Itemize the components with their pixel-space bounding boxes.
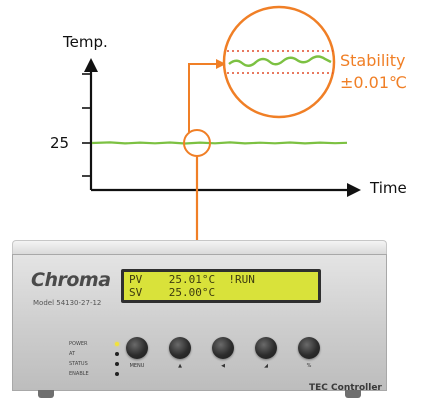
stability-value: ±0.01℃ bbox=[340, 73, 407, 93]
x-axis-arrow bbox=[347, 183, 361, 197]
indicator-power: POWER bbox=[69, 339, 125, 349]
adjust-button[interactable] bbox=[255, 337, 277, 359]
model-number: Model 54130-27-12 bbox=[33, 299, 102, 307]
stability-label: Stability bbox=[340, 51, 406, 70]
indicator-label: AT bbox=[69, 351, 76, 357]
zoom-connector bbox=[188, 63, 218, 132]
up-button-icon: ▲ bbox=[178, 363, 182, 369]
device-front-panel: Chroma Model 54130-27-12 PV 25.01°C !RUN… bbox=[12, 254, 387, 393]
lcd-display: PV 25.01°C !RUN SV 25.00°C bbox=[121, 269, 321, 303]
zoomed-trace bbox=[228, 55, 332, 67]
percent-button[interactable] bbox=[298, 337, 320, 359]
left-button-icon: ◀ bbox=[221, 363, 225, 369]
at-led-icon bbox=[115, 352, 119, 356]
up-button[interactable] bbox=[169, 337, 191, 359]
device-title: TEC Controller bbox=[309, 383, 382, 393]
indicator-label: ENABLE bbox=[69, 371, 89, 377]
x-axis-label: Time bbox=[370, 179, 407, 197]
adjust-button-icon: ◢ bbox=[264, 363, 268, 369]
indicator-label: POWER bbox=[69, 341, 88, 347]
lcd-line-pv: PV 25.01°C !RUN bbox=[129, 273, 255, 286]
y-axis-arrow bbox=[84, 58, 98, 72]
indicator-panel: POWER AT STATUS ENABLE bbox=[69, 339, 125, 379]
menu-button[interactable] bbox=[126, 337, 148, 359]
tec-controller-device: Chroma Model 54130-27-12 PV 25.01°C !RUN… bbox=[12, 240, 387, 400]
power-led-icon bbox=[115, 342, 119, 346]
indicator-enable: ENABLE bbox=[69, 369, 125, 379]
indicator-label: STATUS bbox=[69, 361, 88, 367]
lcd-screen: PV 25.01°C !RUN SV 25.00°C bbox=[124, 272, 318, 300]
y-tick-label: 25 bbox=[50, 134, 70, 152]
indicator-status: STATUS bbox=[69, 359, 125, 369]
menu-button-label: MENU bbox=[129, 363, 145, 369]
zoom-circle bbox=[222, 5, 336, 119]
temperature-trace bbox=[91, 141, 348, 145]
enable-led-icon bbox=[115, 372, 119, 376]
device-foot bbox=[345, 390, 361, 398]
y-axis-label: Temp. bbox=[63, 33, 108, 51]
device-top-panel bbox=[12, 240, 387, 256]
stability-annotation: Stability ±0.01℃ bbox=[340, 50, 407, 95]
left-button[interactable] bbox=[212, 337, 234, 359]
lcd-line-sv: SV 25.00°C bbox=[129, 286, 216, 299]
percent-button-icon: % bbox=[306, 363, 312, 369]
status-led-icon bbox=[115, 362, 119, 366]
device-foot bbox=[38, 390, 54, 398]
zoom-arrow bbox=[216, 59, 226, 69]
brand-logo: Chroma bbox=[31, 269, 111, 291]
indicator-at: AT bbox=[69, 349, 125, 359]
